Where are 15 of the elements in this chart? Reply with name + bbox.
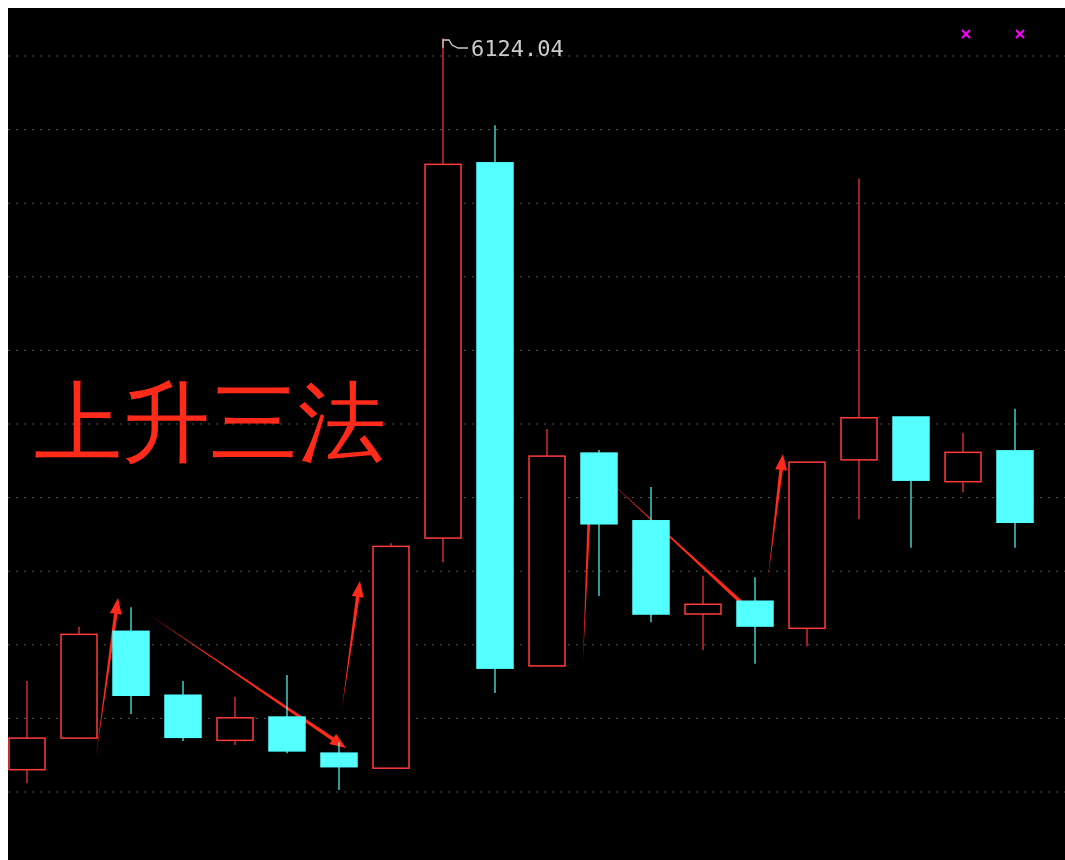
- candlestick: [632, 486, 670, 623]
- candlestick: [684, 575, 722, 651]
- candlestick: [840, 178, 878, 520]
- candlestick: [736, 576, 774, 665]
- annotation: 6124.04: [471, 36, 564, 61]
- candlestick: [996, 408, 1034, 549]
- candlestick: [476, 124, 514, 694]
- candlestick: [320, 742, 358, 791]
- candlestick: [216, 696, 254, 746]
- candlestick: [112, 606, 150, 715]
- candlestick: [8, 680, 46, 784]
- annotation: 上升三法: [34, 371, 386, 474]
- candlestick: [164, 680, 202, 742]
- candlestick: [944, 432, 982, 493]
- candlestick: [580, 449, 618, 597]
